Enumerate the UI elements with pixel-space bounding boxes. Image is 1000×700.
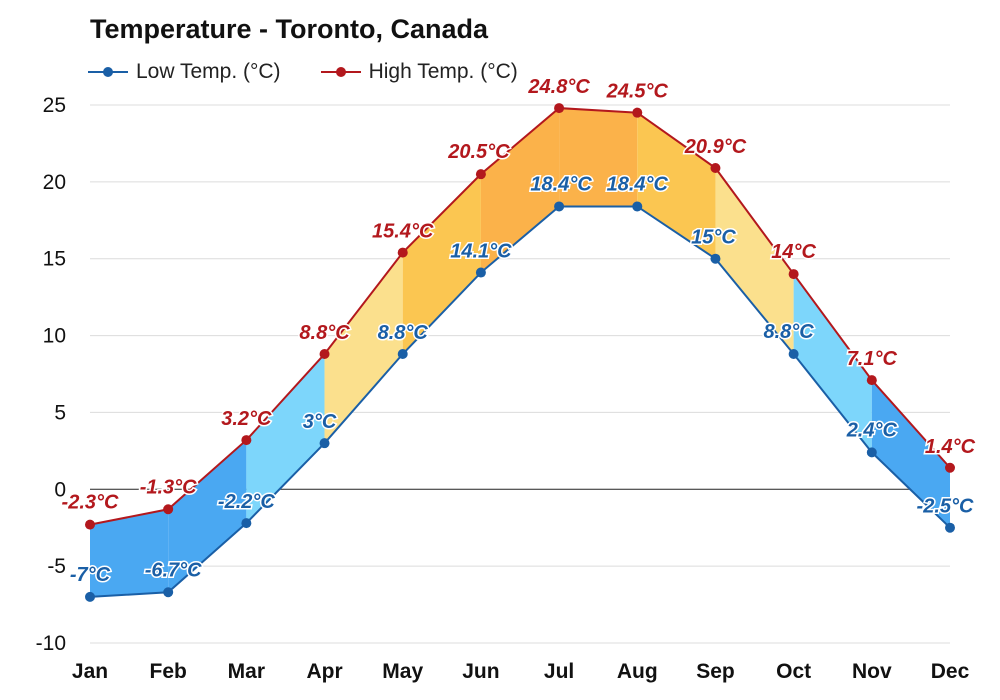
- low-label-jul: 18.4°C: [530, 173, 592, 195]
- low-point-jun[interactable]: [475, 267, 486, 278]
- x-tick-label: Dec: [931, 660, 970, 683]
- high-label-may: 15.4°C: [372, 221, 434, 243]
- high-label-jul: 24.8°C: [527, 76, 590, 98]
- high-point-nov[interactable]: [866, 375, 877, 386]
- high-point-jun[interactable]: [475, 169, 486, 180]
- high-point-jul[interactable]: [554, 103, 565, 114]
- y-tick-label: -10: [36, 632, 66, 655]
- high-point-may[interactable]: [397, 247, 408, 258]
- low-label-sep: 15°C: [691, 227, 736, 249]
- high-label-apr: 8.8°C: [299, 322, 350, 344]
- y-tick-label: 0: [54, 478, 66, 501]
- legend-item-high[interactable]: High Temp. (°C): [320, 60, 518, 84]
- x-tick-label: Apr: [306, 660, 342, 683]
- y-tick-label: 25: [43, 94, 66, 117]
- high-point-sep[interactable]: [710, 163, 721, 174]
- y-tick-label: -5: [47, 555, 66, 578]
- low-point-jul[interactable]: [554, 201, 565, 212]
- high-point-oct[interactable]: [788, 269, 799, 280]
- high-label-jun: 20.5°C: [447, 141, 510, 163]
- x-tick-label: Jun: [462, 660, 499, 683]
- legend-label-high: High Temp. (°C): [368, 60, 518, 83]
- band-feb: [168, 440, 247, 593]
- low-temp-line: [89, 205, 951, 598]
- legend-marker-high: [320, 67, 361, 77]
- low-label-may: 8.8°C: [378, 322, 429, 344]
- high-label-dec: 1.4°C: [925, 436, 976, 458]
- legend: Low Temp. (°C) High Temp. (°C): [88, 60, 518, 84]
- low-point-nov[interactable]: [866, 447, 877, 458]
- legend-label-low: Low Temp. (°C): [136, 60, 281, 83]
- high-label-nov: 7.1°C: [847, 348, 898, 370]
- low-point-sep[interactable]: [710, 253, 721, 264]
- band-may: [402, 174, 481, 355]
- high-point-feb[interactable]: [163, 504, 174, 515]
- low-label-nov: 2.4°C: [846, 419, 898, 441]
- band-nov: [871, 380, 950, 528]
- x-tick-label: Jan: [72, 660, 108, 683]
- x-tick-label: Jul: [544, 660, 574, 683]
- x-tick-label: Sep: [696, 660, 735, 683]
- high-point-jan[interactable]: [85, 519, 95, 530]
- x-tick-label: Oct: [776, 660, 811, 683]
- band-oct: [793, 274, 872, 453]
- high-label-oct: 14°C: [771, 241, 816, 263]
- low-label-dec: -2.5°C: [917, 496, 974, 518]
- high-label-mar: 3.2°C: [221, 408, 272, 430]
- band-jan: [90, 509, 169, 597]
- legend-item-low[interactable]: Low Temp. (°C): [88, 60, 281, 84]
- y-tick-label: 10: [43, 325, 66, 348]
- high-point-dec[interactable]: [945, 462, 955, 473]
- low-point-oct[interactable]: [788, 349, 799, 360]
- low-point-aug[interactable]: [632, 201, 643, 212]
- low-label-oct: 8.8°C: [764, 321, 815, 343]
- low-point-apr[interactable]: [319, 438, 330, 449]
- high-label-jan: -2.3°C: [62, 492, 119, 514]
- low-point-feb[interactable]: [163, 587, 174, 598]
- low-point-mar[interactable]: [241, 518, 252, 529]
- band-apr: [324, 252, 403, 444]
- high-label-aug: 24.5°C: [606, 81, 669, 103]
- band-aug: [637, 112, 716, 259]
- high-label-sep: 20.9°C: [684, 136, 747, 158]
- low-label-apr: 3°C: [303, 411, 337, 433]
- chart-title: Temperature - Toronto, Canada: [90, 14, 489, 44]
- high-point-aug[interactable]: [632, 107, 643, 118]
- x-tick-label: Mar: [228, 660, 265, 683]
- band-sep: [715, 168, 794, 355]
- y-tick-label: 15: [43, 248, 66, 271]
- high-point-mar[interactable]: [241, 435, 252, 446]
- band-jun: [480, 108, 560, 273]
- low-label-jun: 14.1°C: [450, 241, 512, 263]
- x-tick-label: Nov: [852, 660, 892, 683]
- high-point-apr[interactable]: [319, 349, 330, 360]
- band-jul: [559, 108, 638, 207]
- high-label-feb: -1.3°C: [140, 476, 197, 498]
- band-mar: [246, 354, 325, 524]
- y-tick-label: 5: [54, 401, 66, 424]
- low-point-may[interactable]: [397, 349, 408, 360]
- low-point-jan[interactable]: [85, 591, 95, 602]
- low-label-mar: -2.2°C: [218, 491, 275, 513]
- y-tick-label: 20: [43, 171, 66, 194]
- low-label-aug: 18.4°C: [607, 173, 669, 195]
- high-temp-line: [89, 107, 951, 526]
- legend-marker-low: [88, 67, 128, 77]
- x-tick-label: May: [382, 660, 423, 683]
- x-tick-label: Aug: [617, 660, 658, 683]
- low-label-jan: -7°C: [70, 564, 111, 586]
- low-point-dec[interactable]: [945, 522, 955, 533]
- low-label-feb: -6.7°C: [145, 559, 202, 581]
- x-tick-label: Feb: [150, 660, 187, 683]
